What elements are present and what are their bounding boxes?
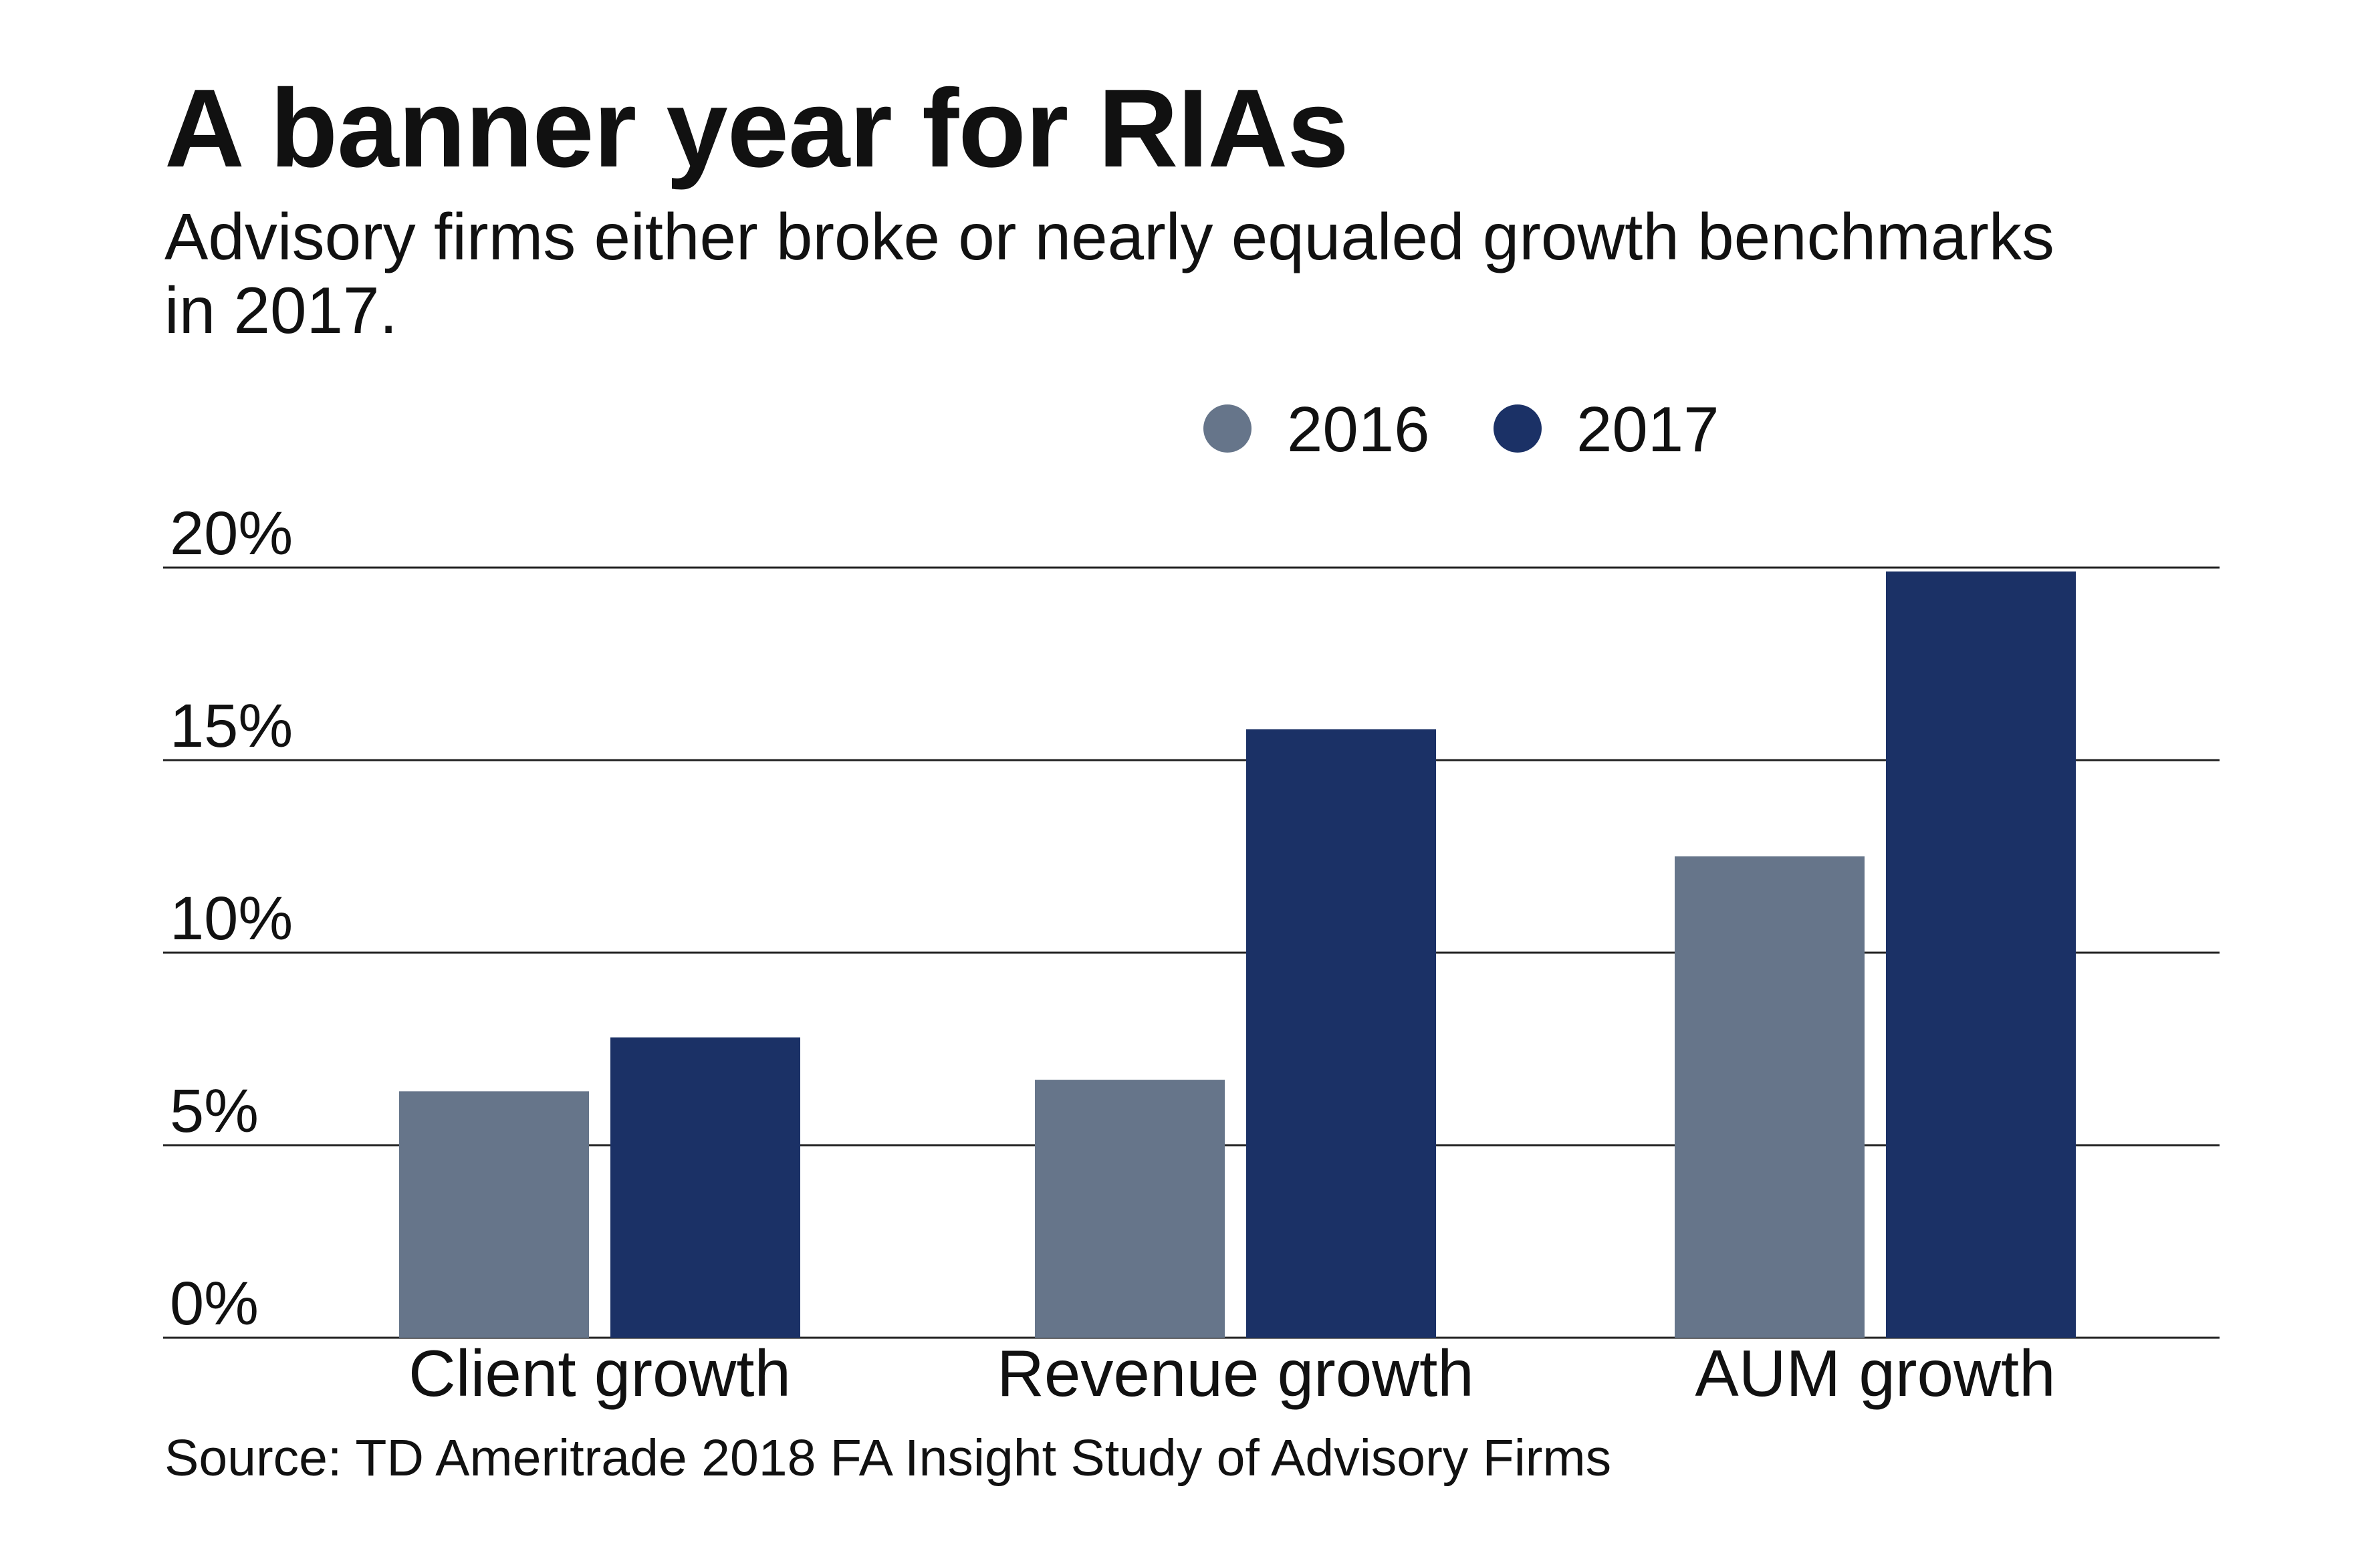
y-tick-label: 10% [170, 884, 293, 953]
y-tick-label: 20% [170, 499, 293, 568]
x-tick-label: Client growth [408, 1336, 791, 1410]
chart-bars [399, 571, 2076, 1338]
y-tick-label: 15% [170, 692, 293, 760]
x-tick-label: AUM growth [1695, 1336, 2055, 1410]
source-note: Source: TD Ameritrade 2018 FA Insight St… [164, 1429, 1612, 1487]
bar-2016-aum-growth [1675, 856, 1865, 1338]
legend-swatch-2017 [1494, 404, 1542, 453]
chart-subtitle: Advisory firms either broke or nearly eq… [164, 200, 2054, 347]
chart-legend: 2016 2017 [1203, 394, 1719, 465]
legend-swatch-2016 [1203, 404, 1252, 453]
bar-2017-client-growth [610, 1037, 800, 1338]
legend-label-2016: 2016 [1287, 394, 1430, 465]
x-tick-label: Revenue growth [997, 1336, 1474, 1410]
bar-2016-revenue-growth [1035, 1080, 1225, 1338]
bar-2017-aum-growth [1886, 571, 2076, 1338]
x-axis-labels: Client growth Revenue growth AUM growth [408, 1336, 2056, 1410]
y-tick-label: 0% [170, 1270, 259, 1338]
y-tick-label: 5% [170, 1077, 259, 1145]
chart-title: A banner year for RIAs [164, 67, 1349, 191]
bar-2017-revenue-growth [1246, 729, 1436, 1338]
legend-label-2017: 2017 [1576, 394, 1719, 465]
y-axis-labels: 0% 5% 10% 15% 20% [170, 499, 293, 1338]
bar-2016-client-growth [399, 1091, 589, 1338]
